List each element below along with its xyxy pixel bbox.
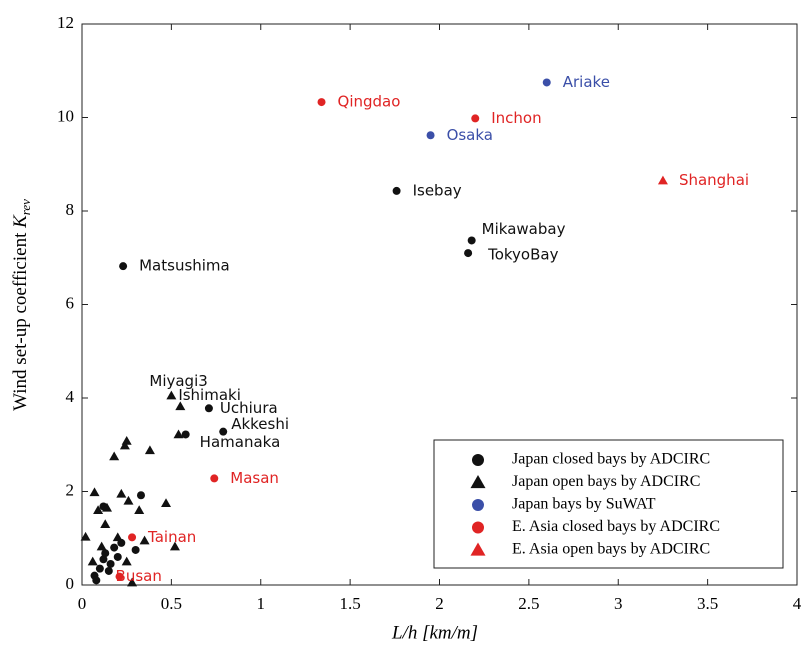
- point-label: Mikawabay: [482, 220, 566, 238]
- triangle-marker: [161, 498, 172, 507]
- circle-marker: [464, 249, 473, 258]
- circle-marker: [106, 559, 115, 568]
- legend-marker: [470, 542, 486, 556]
- point-label: Masan: [230, 469, 279, 487]
- point-label: Osaka: [447, 126, 493, 144]
- triangle-marker: [87, 556, 98, 566]
- circle-marker: [104, 566, 113, 575]
- y-label-symbol: K: [10, 214, 31, 229]
- y-tick-label: 12: [57, 13, 74, 32]
- y-tick-label: 4: [66, 387, 75, 406]
- circle-marker: [101, 549, 110, 558]
- triangle-marker: [119, 440, 130, 450]
- point-label: TokyoBay: [487, 246, 558, 264]
- triangle-marker: [80, 531, 91, 541]
- triangle-marker: [175, 401, 186, 411]
- circle-marker: [210, 474, 219, 483]
- y-tick-label: 0: [66, 574, 75, 593]
- triangle-marker: [169, 541, 180, 551]
- triangle-marker: [657, 175, 668, 185]
- point-label: Isebay: [413, 181, 462, 199]
- legend-marker: [472, 499, 484, 511]
- point-label: Miyagi3: [149, 372, 207, 390]
- point-label: Hamanaka: [200, 433, 281, 451]
- triangle-marker: [121, 556, 132, 566]
- circle-marker: [471, 114, 480, 123]
- legend-marker: [472, 454, 484, 466]
- legend-box: [433, 439, 784, 569]
- x-tick-label: 0: [78, 594, 87, 613]
- triangle-marker: [127, 577, 138, 587]
- triangle-marker: [93, 505, 104, 514]
- point-label: Ishimaki: [178, 386, 241, 404]
- point-label: Akkeshi: [231, 415, 289, 433]
- x-tick-label: 3: [614, 594, 623, 613]
- x-tick-label: 2: [435, 594, 444, 613]
- y-axis-label: Wind set-up coefficient Krev: [10, 199, 33, 411]
- legend-marker: [470, 475, 486, 489]
- y-label-subscript: rev: [18, 199, 33, 215]
- point-label: Matsushima: [139, 257, 230, 275]
- legend-label: E. Asia closed bays by ADCIRC: [512, 518, 720, 535]
- x-tick-label: 2.5: [518, 594, 539, 613]
- y-tick-label: 8: [66, 200, 75, 219]
- triangle-marker: [166, 390, 177, 400]
- triangle-marker: [139, 535, 150, 545]
- triangle-marker: [121, 436, 132, 445]
- circle-marker: [219, 427, 228, 436]
- circle-marker: [467, 236, 476, 245]
- circle-marker: [317, 98, 326, 107]
- point-label: Inchon: [491, 109, 541, 127]
- triangle-marker: [134, 505, 145, 514]
- triangle-marker: [102, 502, 113, 512]
- x-tick-label: 4: [793, 594, 801, 613]
- x-tick-label: 3.5: [697, 594, 718, 613]
- y-tick-label: 2: [66, 480, 75, 499]
- triangle-marker: [173, 429, 184, 439]
- circle-marker: [95, 564, 104, 573]
- circle-marker: [542, 78, 551, 87]
- y-tick-label: 10: [57, 106, 74, 125]
- x-axis-label: L/h [km/m]: [391, 622, 478, 643]
- circle-marker: [392, 186, 401, 195]
- x-tick-label: 1.5: [340, 594, 361, 613]
- point-label: Uchiura: [220, 399, 278, 417]
- triangle-marker: [116, 488, 127, 498]
- legend-label: Japan bays by SuWAT: [512, 496, 656, 513]
- legend-label: Japan open bays by ADCIRC: [512, 473, 700, 490]
- circle-marker: [92, 576, 101, 585]
- circle-marker: [426, 131, 435, 140]
- triangle-marker: [100, 519, 111, 528]
- point-label: Qingdao: [338, 93, 401, 111]
- circle-marker: [115, 572, 124, 581]
- circle-marker: [136, 491, 145, 500]
- x-tick-label: 0.5: [161, 594, 182, 613]
- circle-marker: [204, 404, 213, 413]
- triangle-marker: [89, 487, 100, 497]
- circle-marker: [131, 545, 140, 554]
- triangle-marker: [144, 445, 155, 455]
- point-label: Busan: [116, 567, 162, 585]
- circle-marker: [119, 262, 128, 271]
- triangle-marker: [109, 451, 120, 461]
- y-label-text: Wind set-up coefficient: [10, 232, 31, 411]
- legend-label: E. Asia open bays by ADCIRC: [512, 541, 710, 558]
- point-label: Shanghai: [679, 171, 749, 189]
- circle-marker: [181, 430, 190, 439]
- legend-marker: [472, 521, 484, 534]
- triangle-marker: [112, 532, 123, 542]
- y-tick-label: 6: [66, 293, 75, 312]
- x-tick-label: 1: [257, 594, 266, 613]
- circle-marker: [99, 555, 108, 564]
- circle-marker: [113, 552, 122, 561]
- circle-marker: [110, 543, 119, 552]
- triangle-marker: [123, 495, 134, 505]
- point-label: Tainan: [147, 528, 196, 546]
- triangle-marker: [96, 541, 107, 551]
- legend-label: Japan closed bays by ADCIRC: [512, 451, 710, 468]
- circle-marker: [128, 533, 137, 542]
- point-label: Ariake: [563, 73, 610, 91]
